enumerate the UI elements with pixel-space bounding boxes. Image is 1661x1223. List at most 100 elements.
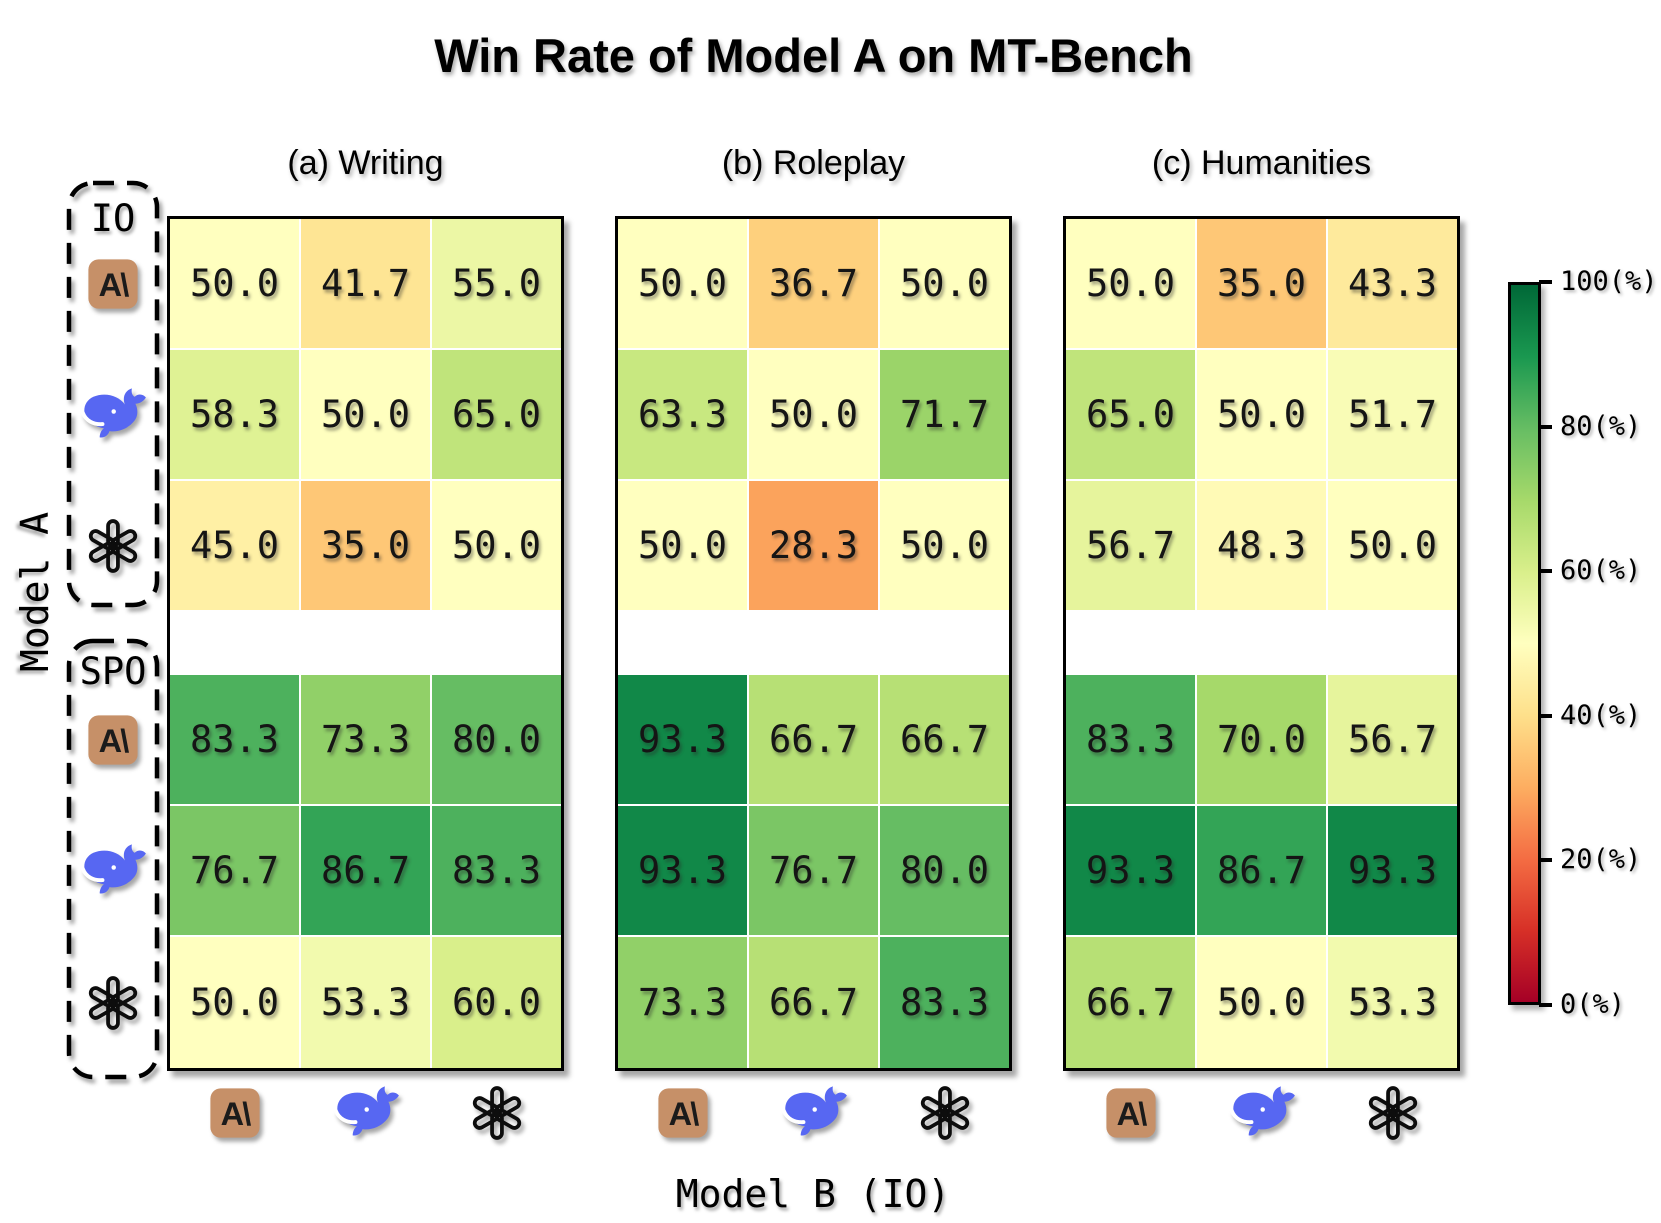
heatmap-cell: 60.0	[432, 937, 561, 1068]
colorbar	[1508, 282, 1541, 1005]
heatmap-cell: 50.0	[1197, 350, 1326, 479]
svg-text:A\: A\	[668, 1096, 699, 1132]
heatmap-cell: 80.0	[880, 806, 1009, 935]
io-group-label: IO	[90, 197, 136, 240]
subtitle-humanities: (c) Humanities	[1151, 144, 1372, 182]
heatmap-cell: 50.0	[618, 219, 747, 348]
heatmap-cell: 50.0	[170, 219, 299, 348]
svg-text:A\: A\	[99, 267, 130, 303]
heatmap-cell: 76.7	[170, 806, 299, 935]
deepseek-whale-icon	[71, 382, 155, 448]
anthropic-logo-icon: A\	[71, 707, 155, 773]
heatmap-cell: 83.3	[170, 675, 299, 804]
colorbar-tick-label: 100(%)	[1560, 266, 1658, 297]
heatmap-cell: 50.0	[749, 350, 878, 479]
heatmap-cell: 86.7	[301, 806, 430, 935]
spo-group-label: SPO	[79, 650, 147, 693]
heatmap-cell: 51.7	[1328, 350, 1457, 479]
colorbar-tick	[1539, 1003, 1552, 1007]
heatmap-cell: 83.3	[1066, 675, 1195, 804]
heatmap-cell: 65.0	[1066, 350, 1195, 479]
colorbar-tick	[1539, 713, 1552, 718]
x-axis-label: Model B (IO)	[675, 1172, 951, 1216]
heatmap-cell: 80.0	[432, 675, 561, 804]
colorbar-tick-label: 80(%)	[1560, 410, 1642, 442]
heatmap-cell: 36.7	[749, 219, 878, 348]
heatmap-cell: 28.3	[749, 481, 878, 610]
figure-title: Win Rate of Model A on MT-Bench	[434, 29, 1193, 82]
colorbar-tick-label: 60(%)	[1560, 555, 1642, 587]
heatmap-cell: 50.0	[301, 350, 430, 479]
heatmap-cell: 50.0	[170, 937, 299, 1068]
io-group-box	[66, 180, 160, 608]
heatmap-cell: 66.7	[1066, 937, 1195, 1068]
heatmap-panel-humanities: 50.0 35.0 43.3 65.0 50.0 51.7 56.7 48.3 50.0 83.3…	[1063, 216, 1460, 1071]
spo-group-box	[66, 638, 160, 1080]
heatmap-cell: 41.7	[301, 219, 430, 348]
heatmap-cell: 93.3	[618, 675, 747, 804]
heatmap-cell: 71.7	[880, 350, 1009, 479]
colorbar-tick	[1539, 858, 1552, 863]
heatmap-grid: 50.0 35.0 43.3 65.0 50.0 51.7 56.7 48.3 50.0 83.3…	[1066, 219, 1457, 1068]
heatmap-cell: 56.7	[1066, 481, 1195, 610]
colorbar-tick	[1539, 424, 1552, 429]
heatmap-cell: 50.0	[880, 219, 1009, 348]
heatmap-cell: 55.0	[432, 219, 561, 348]
deepseek-whale-icon	[71, 838, 155, 904]
heatmap-cell: 93.3	[1066, 806, 1195, 935]
heatmap-cell: 83.3	[432, 806, 561, 935]
colorbar-tick-label: 0(%)	[1560, 989, 1626, 1020]
heatmap-cell: 83.3	[880, 937, 1009, 1068]
heatmap-cell: 48.3	[1197, 481, 1326, 610]
openai-logo-icon	[71, 970, 155, 1036]
heatmap-cell: 50.0	[880, 481, 1009, 610]
heatmap-cell: 50.0	[432, 481, 561, 610]
heatmap-panel-roleplay: 50.0 36.7 50.0 63.3 50.0 71.7 50.0 28.3 50.0 93.3…	[615, 216, 1012, 1071]
heatmap-cell: 45.0	[170, 481, 299, 610]
openai-logo-icon	[1351, 1080, 1435, 1146]
heatmap-cell: 35.0	[1197, 219, 1326, 348]
anthropic-logo-icon: A\	[1089, 1080, 1173, 1146]
subtitle-roleplay: (b) Roleplay	[721, 144, 906, 182]
anthropic-logo-icon: A\	[641, 1080, 725, 1146]
heatmap-cell: 66.7	[880, 675, 1009, 804]
openai-logo-icon	[903, 1080, 987, 1146]
svg-text:A\: A\	[99, 723, 130, 759]
heatmap-cell: 93.3	[618, 806, 747, 935]
svg-text:A\: A\	[1116, 1096, 1147, 1132]
heatmap-grid: 50.0 36.7 50.0 63.3 50.0 71.7 50.0 28.3 50.0 93.3…	[618, 219, 1009, 1068]
openai-logo-icon	[455, 1080, 539, 1146]
anthropic-logo-icon: A\	[193, 1080, 277, 1146]
heatmap-cell: 73.3	[301, 675, 430, 804]
group-gap-row	[1066, 612, 1457, 673]
anthropic-logo-icon: A\	[71, 251, 155, 317]
heatmap-cell: 56.7	[1328, 675, 1457, 804]
openai-logo-icon	[71, 513, 155, 579]
heatmap-cell: 50.0	[1197, 937, 1326, 1068]
colorbar-tick-label: 20(%)	[1560, 844, 1642, 876]
heatmap-cell: 70.0	[1197, 675, 1326, 804]
deepseek-whale-icon	[1220, 1080, 1304, 1146]
heatmap-grid: 50.0 41.7 55.0 58.3 50.0 65.0 45.0 35.0 50.0 83.3…	[170, 219, 561, 1068]
heatmap-cell: 63.3	[618, 350, 747, 479]
colorbar-tick	[1539, 569, 1552, 574]
heatmap-cell: 66.7	[749, 675, 878, 804]
heatmap-panel-writing: 50.0 41.7 55.0 58.3 50.0 65.0 45.0 35.0 50.0 83.3…	[167, 216, 564, 1071]
heatmap-cell: 43.3	[1328, 219, 1457, 348]
group-gap-row	[618, 612, 1009, 673]
heatmap-cell: 50.0	[1066, 219, 1195, 348]
heatmap-cell: 73.3	[618, 937, 747, 1068]
heatmap-cell: 53.3	[301, 937, 430, 1068]
deepseek-whale-icon	[324, 1080, 408, 1146]
svg-text:A\: A\	[220, 1096, 251, 1132]
heatmap-cell: 76.7	[749, 806, 878, 935]
heatmap-cell: 35.0	[301, 481, 430, 610]
colorbar-tick	[1539, 280, 1552, 284]
heatmap-cell: 53.3	[1328, 937, 1457, 1068]
group-gap-row	[170, 612, 561, 673]
heatmap-cell: 86.7	[1197, 806, 1326, 935]
heatmap-cell: 93.3	[1328, 806, 1457, 935]
colorbar-tick-label: 40(%)	[1560, 699, 1642, 731]
deepseek-whale-icon	[772, 1080, 856, 1146]
